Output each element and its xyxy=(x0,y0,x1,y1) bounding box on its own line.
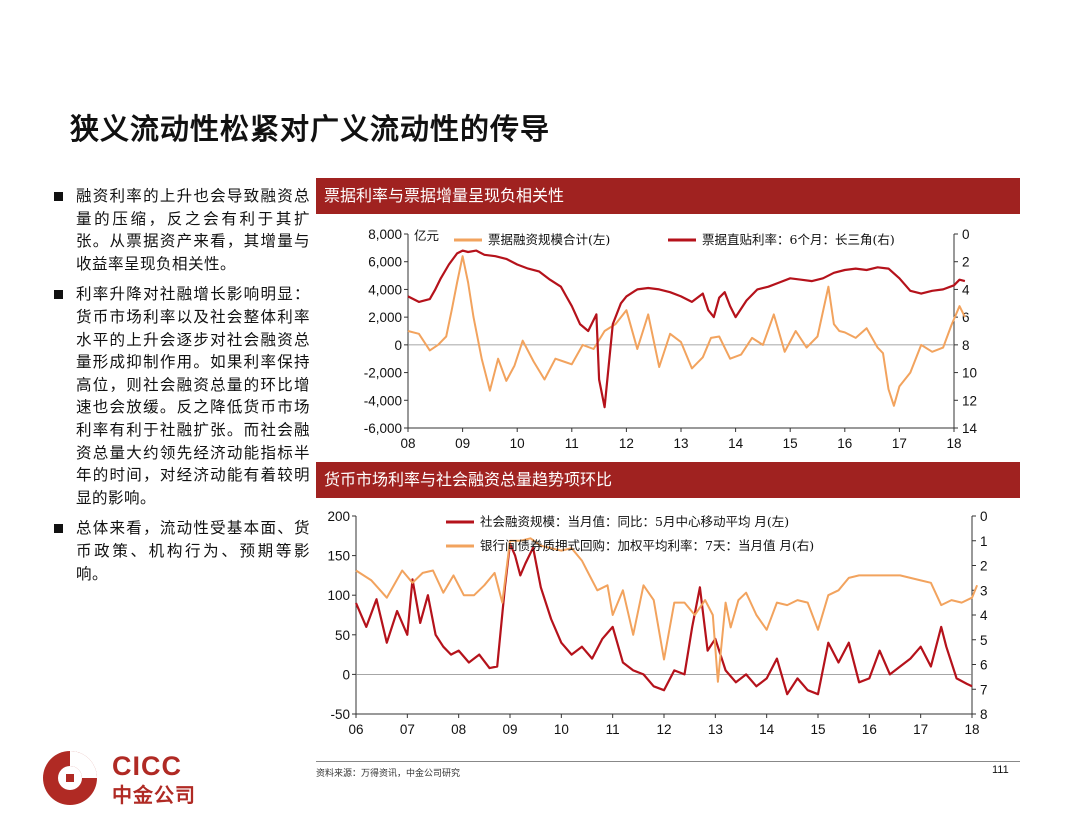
y-right-tick-label: 2 xyxy=(962,255,970,270)
x-tick-label: 16 xyxy=(837,436,852,451)
x-tick-label: 15 xyxy=(810,722,825,737)
x-tick-label: 16 xyxy=(862,722,877,737)
x-tick-label: 08 xyxy=(400,436,415,451)
x-tick-label: 10 xyxy=(510,436,525,451)
y-left-tick-label: -4,000 xyxy=(364,393,402,408)
cicc-logo: CICC 中金公司 xyxy=(40,748,240,808)
page-number: 111 xyxy=(992,764,1009,776)
y-right-tick-label: 10 xyxy=(962,366,977,381)
x-tick-label: 13 xyxy=(708,722,723,737)
y-right-tick-label: 4 xyxy=(980,608,988,623)
y-right-tick-label: 8 xyxy=(980,707,988,722)
y-left-tick-label: 8,000 xyxy=(368,227,402,242)
y-right-tick-label: 0 xyxy=(962,227,970,242)
y-right-tick-label: 0 xyxy=(980,509,988,524)
x-tick-label: 10 xyxy=(554,722,569,737)
y-right-tick-label: 12 xyxy=(962,393,977,408)
cicc-emblem-icon xyxy=(43,751,97,805)
x-tick-label: 08 xyxy=(451,722,466,737)
y-right-tick-label: 3 xyxy=(980,583,988,598)
y-left-tick-label: -50 xyxy=(330,707,350,722)
y-left-tick-label: 50 xyxy=(335,628,350,643)
y-right-tick-label: 6 xyxy=(980,658,988,673)
x-tick-label: 14 xyxy=(759,722,775,737)
series-line-2 xyxy=(355,537,979,683)
y-left-tick-label: 4,000 xyxy=(368,282,402,297)
y-right-tick-label: 6 xyxy=(962,310,970,325)
y-left-tick-label: 100 xyxy=(327,588,350,603)
y-right-tick-label: 14 xyxy=(962,421,978,436)
x-tick-label: 09 xyxy=(455,436,470,451)
x-tick-label: 18 xyxy=(946,436,961,451)
y-left-tick-label: -2,000 xyxy=(364,366,402,381)
x-tick-label: 17 xyxy=(892,436,907,451)
y-right-tick-label: 7 xyxy=(980,682,988,697)
logo-chinese-name: 中金公司 xyxy=(112,783,196,807)
chart-1: 8,0006,0004,0002,0000-2,000-4,000-6,0000… xyxy=(364,227,978,451)
x-tick-label: 09 xyxy=(502,722,517,737)
square-bullet-icon xyxy=(54,192,63,201)
bullet-item: 总体来看，流动性受基本面、货币政策、机构行为、预期等影响。 xyxy=(48,517,310,585)
y-right-tick-label: 1 xyxy=(980,534,988,549)
x-tick-label: 12 xyxy=(656,722,671,737)
y-right-tick-label: 4 xyxy=(962,282,970,297)
chart-1-header: 票据利率与票据增量呈现负相关性 xyxy=(316,178,1020,214)
bullet-list: 融资利率的上升也会导致融资总量的压缩，反之会有利于其扩张。从票据资产来看，其增量… xyxy=(48,185,310,593)
square-bullet-icon xyxy=(54,524,63,534)
y-left-tick-label: 6,000 xyxy=(368,255,402,270)
legend-label: 银行间债券质押式回购：加权平均利率：7天：当月值 月(右) xyxy=(480,538,814,553)
x-tick-label: 18 xyxy=(964,722,979,737)
bullet-text: 利率升降对社融增长影响明显：货币市场利率以及社会整体利率水平的上升会逐步对社会融… xyxy=(76,285,310,507)
square-bullet-icon xyxy=(54,290,63,300)
y-left-tick-label: -6,000 xyxy=(364,421,402,436)
y-left-tick-label: 0 xyxy=(394,338,402,353)
x-tick-label: 11 xyxy=(606,722,620,737)
y-left-tick-label: 150 xyxy=(327,549,350,564)
y-right-tick-label: 2 xyxy=(980,559,988,574)
bullet-item: 融资利率的上升也会导致融资总量的压缩，反之会有利于其扩张。从票据资产来看，其增量… xyxy=(48,185,310,275)
page-title: 狭义流动性松紧对广义流动性的传导 xyxy=(70,112,551,146)
x-tick-label: 15 xyxy=(783,436,798,451)
bullet-item: 利率升降对社融增长影响明显：货币市场利率以及社会整体利率水平的上升会逐步对社会融… xyxy=(48,283,310,509)
x-tick-label: 17 xyxy=(913,722,928,737)
logo-wordmark: CICC xyxy=(112,751,182,781)
bullet-text: 融资利率的上升也会导致融资总量的压缩，反之会有利于其扩张。从票据资产来看，其增量… xyxy=(76,187,310,273)
x-tick-label: 07 xyxy=(400,722,415,737)
x-tick-label: 11 xyxy=(565,436,579,451)
footer-divider xyxy=(316,761,1020,762)
source-note: 资料来源：万得资讯，中金公司研究 xyxy=(316,769,461,779)
y-left-tick-label: 0 xyxy=(342,667,350,682)
y-left-tick-label: 2,000 xyxy=(368,310,402,325)
x-tick-label: 06 xyxy=(348,722,363,737)
bullet-text: 总体来看，流动性受基本面、货币政策、机构行为、预期等影响。 xyxy=(76,519,310,583)
y-right-tick-label: 8 xyxy=(962,338,970,353)
legend-label: 社会融资规模：当月值：同比：5月中心移动平均 月(左) xyxy=(480,514,789,529)
legend-label: 票据直贴利率：6个月：长三角(右) xyxy=(702,232,895,247)
y-right-tick-label: 5 xyxy=(980,633,988,648)
series-line-1 xyxy=(354,542,973,696)
x-tick-label: 14 xyxy=(728,436,744,451)
series-line-2 xyxy=(407,249,966,409)
legend-label: 票据融资规模合计(左) xyxy=(488,232,610,247)
x-tick-label: 13 xyxy=(673,436,688,451)
left-axis-unit: 亿元 xyxy=(414,228,439,243)
series-line-1 xyxy=(407,255,966,407)
y-left-tick-label: 200 xyxy=(327,509,350,524)
x-tick-label: 12 xyxy=(619,436,634,451)
chart-2-header: 货币市场利率与社会融资总量趋势项环比 xyxy=(316,462,1020,498)
